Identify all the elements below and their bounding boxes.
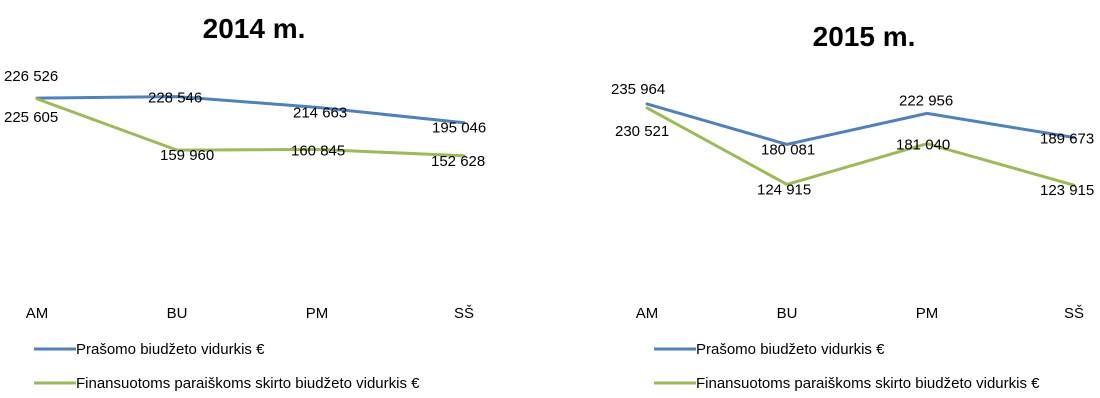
data-label: 226 526	[4, 68, 58, 85]
legend-entry: Prašomo biudžeto vidurkis €	[696, 341, 885, 358]
data-label: 214 663	[293, 104, 347, 121]
data-label: 123 915	[1040, 182, 1094, 199]
legend-entry: Finansuotoms paraiškoms skirto biudžeto …	[696, 375, 1040, 392]
data-label: 159 960	[160, 147, 214, 164]
category-label: PM	[306, 305, 329, 322]
data-label: 230 521	[615, 123, 669, 140]
data-label: 235 964	[611, 81, 665, 98]
chart-2015: 2015 m. AM BU PM SŠ 235 964 180 081 222 956 189…	[550, 0, 1100, 398]
category-label: AM	[26, 305, 49, 322]
category-label: BU	[167, 305, 188, 322]
data-label: 160 845	[291, 142, 345, 159]
data-label: 124 915	[757, 181, 811, 198]
data-label: 152 628	[431, 153, 485, 170]
category-label: BU	[777, 305, 798, 322]
chart-title: 2014 m.	[203, 13, 306, 44]
category-label: PM	[916, 305, 939, 322]
series-line-1	[35, 95, 466, 125]
data-label: 181 040	[896, 137, 950, 154]
chart-2014-marks: AM BU PM SŠ 226 526 228 546 214 663 195 046 225 …	[4, 68, 486, 392]
data-label: 222 956	[899, 92, 953, 109]
chart-2015-marks: AM BU PM SŠ 235 964 180 081 222 956 189 673 230 …	[611, 81, 1094, 392]
series-line-2	[645, 106, 1076, 187]
data-label: 228 546	[148, 90, 202, 107]
series-line-1	[645, 102, 1076, 146]
category-label: SŠ	[454, 305, 474, 322]
category-label: SŠ	[1064, 305, 1084, 322]
series-line-2	[35, 97, 466, 158]
legend-entry: Finansuotoms paraiškoms skirto biudžeto …	[76, 375, 420, 392]
category-label: AM	[636, 305, 659, 322]
data-label: 225 605	[4, 109, 58, 126]
data-label: 195 046	[432, 120, 486, 137]
data-label: 180 081	[761, 141, 815, 158]
legend-entry: Prašomo biudžeto vidurkis €	[76, 341, 265, 358]
chart-2015-svg: 2015 m. AM BU PM SŠ 235 964 180 081 222 956 189…	[611, 21, 1094, 392]
chart-2014: 2014 m. AM BU PM SŠ 226 526 228 546 214 663 195…	[4, 13, 486, 392]
data-label: 189 673	[1040, 130, 1094, 147]
chart-title: 2015 m.	[813, 21, 916, 52]
chart-2014-svg: 2014 m. AM BU PM SŠ 226 526 228 546 214 663 195…	[4, 13, 486, 392]
